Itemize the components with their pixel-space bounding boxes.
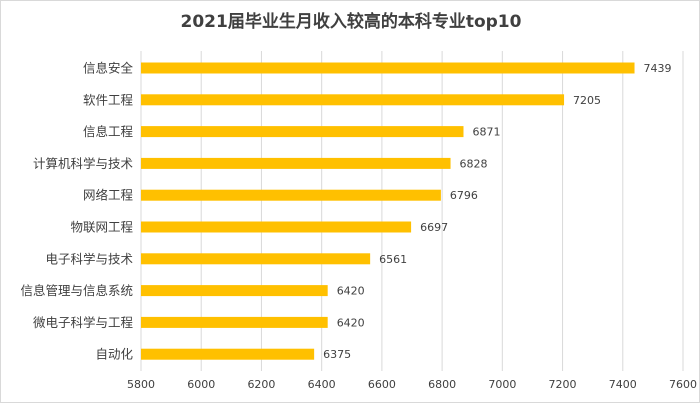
- x-tick-label: 6000: [187, 378, 215, 391]
- category-label: 自动化: [95, 347, 133, 362]
- data-label: 7439: [644, 62, 672, 75]
- x-tick-label: 7000: [488, 378, 516, 391]
- category-label: 信息安全: [83, 61, 134, 76]
- x-tick-label: 6400: [308, 378, 336, 391]
- data-label: 6375: [323, 348, 351, 361]
- x-tick-label: 6800: [428, 378, 456, 391]
- data-label: 6697: [420, 221, 448, 234]
- bar: [141, 189, 441, 201]
- bar: [141, 94, 565, 106]
- category-label: 电子科学与技术: [45, 251, 133, 266]
- chart-title: 2021届毕业生月收入较高的本科专业top10: [180, 12, 522, 32]
- bar: [141, 316, 328, 328]
- data-label: 7205: [573, 94, 601, 107]
- labels: 5800 6000 6200 6400 6600 6800 7000 7200 7400 7600…: [20, 61, 697, 392]
- category-label: 网络工程: [83, 188, 134, 203]
- bar: [141, 126, 464, 138]
- data-label: 6561: [379, 253, 407, 266]
- bar: [141, 221, 412, 233]
- x-tick-label: 7600: [669, 378, 697, 391]
- data-label: 6796: [450, 189, 478, 202]
- bar: [141, 285, 328, 297]
- x-tick-label: 6600: [368, 378, 396, 391]
- x-tick-label: 7200: [549, 378, 577, 391]
- data-label: 6828: [460, 157, 488, 170]
- category-label: 计算机科学与技术: [33, 156, 134, 171]
- category-label: 物联网工程: [70, 220, 133, 235]
- category-label: 信息工程: [83, 124, 134, 139]
- x-tick-label: 5800: [127, 378, 155, 391]
- bars: [141, 62, 635, 360]
- x-tick-label: 6200: [247, 378, 275, 391]
- x-tick-label: 7400: [609, 378, 637, 391]
- category-label: 微电子科学与工程: [33, 315, 134, 330]
- bar: [141, 62, 635, 74]
- category-label: 软件工程: [83, 92, 134, 107]
- bar: [141, 348, 315, 360]
- category-label: 信息管理与信息系统: [20, 283, 133, 298]
- data-label: 6420: [337, 285, 365, 298]
- data-label: 6871: [472, 126, 500, 139]
- data-label: 6420: [337, 316, 365, 329]
- bar: [141, 253, 371, 265]
- bar: [141, 157, 451, 169]
